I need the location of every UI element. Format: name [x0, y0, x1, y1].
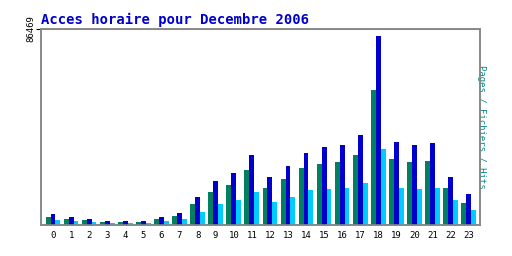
Bar	[267, 177, 272, 225]
Bar	[110, 223, 115, 225]
Bar	[322, 147, 327, 225]
Bar	[92, 222, 96, 225]
Bar	[249, 155, 254, 225]
Bar	[74, 221, 78, 225]
Bar	[272, 202, 277, 225]
Bar	[213, 181, 218, 225]
Bar	[430, 143, 435, 225]
Bar	[308, 190, 313, 225]
Bar	[435, 188, 440, 225]
Bar	[182, 219, 187, 225]
Bar	[177, 213, 182, 225]
Y-axis label: Pages / Fichiers / Hits: Pages / Fichiers / Hits	[477, 65, 486, 189]
Bar	[394, 142, 399, 225]
Bar	[389, 159, 394, 225]
Bar	[231, 173, 236, 225]
Bar	[399, 188, 403, 225]
Bar	[146, 223, 151, 225]
Bar	[64, 219, 69, 225]
Text: Acces horaire pour Decembre 2006: Acces horaire pour Decembre 2006	[41, 13, 309, 27]
Bar	[345, 188, 350, 225]
Bar	[412, 145, 417, 225]
Bar	[376, 36, 381, 225]
Bar	[417, 189, 422, 225]
Bar	[105, 221, 110, 225]
Bar	[290, 197, 295, 225]
Bar	[461, 203, 466, 225]
Bar	[453, 200, 458, 225]
Bar	[340, 145, 345, 225]
Bar	[371, 90, 376, 225]
Bar	[317, 164, 322, 225]
Bar	[304, 153, 308, 225]
Bar	[100, 222, 105, 225]
Bar	[362, 184, 368, 225]
Bar	[286, 166, 290, 225]
Bar	[123, 221, 128, 225]
Bar	[55, 220, 60, 225]
Bar	[254, 192, 259, 225]
Bar	[164, 221, 169, 225]
Bar	[128, 223, 133, 225]
Bar	[381, 148, 386, 225]
Bar	[118, 222, 123, 225]
Bar	[154, 219, 159, 225]
Bar	[443, 188, 448, 225]
Bar	[226, 185, 231, 225]
Bar	[298, 168, 304, 225]
Bar	[46, 217, 51, 225]
Bar	[51, 214, 55, 225]
Bar	[136, 222, 141, 225]
Bar	[195, 197, 200, 225]
Bar	[263, 188, 267, 225]
Bar	[245, 170, 249, 225]
Bar	[236, 200, 241, 225]
Bar	[466, 194, 471, 225]
Bar	[69, 217, 74, 225]
Bar	[281, 179, 286, 225]
Bar	[407, 162, 412, 225]
Bar	[425, 161, 430, 225]
Bar	[159, 217, 164, 225]
Bar	[141, 221, 146, 225]
Bar	[218, 204, 223, 225]
Bar	[190, 204, 195, 225]
Bar	[358, 135, 362, 225]
Bar	[200, 212, 205, 225]
Bar	[87, 219, 92, 225]
Bar	[448, 177, 453, 225]
Bar	[471, 210, 476, 225]
Bar	[335, 162, 340, 225]
Bar	[327, 189, 331, 225]
Bar	[208, 192, 213, 225]
Bar	[82, 220, 87, 225]
Bar	[353, 155, 358, 225]
Bar	[172, 216, 177, 225]
